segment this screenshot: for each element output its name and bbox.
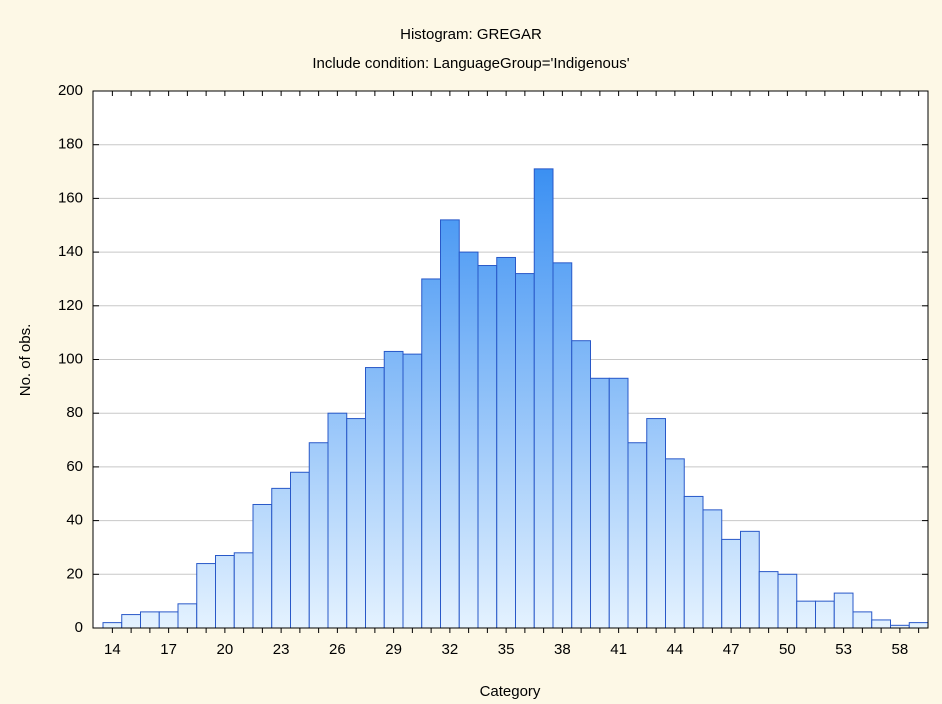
- y-tick-label: 200: [58, 82, 83, 99]
- x-tick-label: 32: [442, 641, 459, 658]
- x-tick-label: 23: [273, 641, 290, 658]
- bar: [833, 592, 854, 629]
- x-tick-label: 35: [498, 641, 515, 658]
- bar: [177, 603, 198, 629]
- bar: [327, 412, 348, 629]
- y-tick-label: 100: [58, 350, 83, 367]
- bar: [702, 509, 723, 629]
- x-tick-label: 44: [667, 641, 684, 658]
- y-tick-label: 40: [66, 512, 83, 529]
- y-axis-label: No. of obs.: [17, 324, 34, 397]
- bar: [815, 600, 835, 629]
- bar: [777, 573, 798, 629]
- bar: [346, 418, 366, 629]
- bar: [646, 418, 666, 629]
- bar: [552, 262, 573, 629]
- bar: [533, 168, 554, 629]
- bar: [440, 219, 460, 629]
- bar: [683, 495, 704, 629]
- bar: [365, 367, 385, 629]
- bar: [665, 458, 685, 629]
- bar: [290, 471, 310, 629]
- bar: [233, 552, 254, 629]
- x-tick-label: 17: [160, 641, 177, 658]
- bar: [590, 377, 610, 629]
- x-tick-label: 14: [104, 641, 121, 658]
- bar: [196, 563, 216, 629]
- bar: [308, 442, 329, 629]
- bar: [721, 538, 741, 629]
- y-tick-label: 20: [66, 565, 83, 582]
- bar: [121, 614, 141, 629]
- bar: [158, 611, 179, 629]
- y-tick-label: 140: [58, 243, 83, 260]
- bar: [421, 278, 441, 629]
- x-tick-label: 26: [329, 641, 346, 658]
- bar: [271, 487, 291, 629]
- bar: [515, 273, 535, 629]
- y-tick-label: 80: [66, 404, 83, 421]
- x-tick-label: 41: [610, 641, 627, 658]
- chart-title: Histogram: GREGAR: [400, 26, 542, 43]
- bar: [458, 251, 479, 629]
- x-tick-label: 47: [723, 641, 740, 658]
- x-tick-label: 53: [835, 641, 852, 658]
- bar: [140, 611, 160, 629]
- bar: [871, 619, 891, 629]
- x-axis-label: Category: [480, 683, 541, 700]
- y-tick-label: 60: [66, 458, 83, 475]
- x-tick-label: 29: [385, 641, 402, 658]
- bar: [758, 571, 779, 629]
- bar: [252, 503, 273, 629]
- bar: [215, 555, 235, 629]
- chart-subtitle: Include condition: LanguageGroup='Indige…: [312, 55, 629, 72]
- bar: [908, 622, 929, 629]
- bar: [627, 442, 648, 629]
- bar: [383, 350, 404, 629]
- bar: [608, 377, 629, 629]
- x-tick-label: 38: [554, 641, 571, 658]
- x-tick-label: 50: [779, 641, 796, 658]
- bar: [796, 600, 816, 629]
- bar: [571, 340, 591, 629]
- y-tick-label: 120: [58, 297, 83, 314]
- bar: [496, 256, 516, 629]
- y-tick-label: 180: [58, 136, 83, 153]
- y-tick-label: 160: [58, 189, 83, 206]
- y-tick-label: 0: [75, 619, 83, 636]
- bar: [402, 353, 423, 629]
- bar: [477, 265, 498, 629]
- x-tick-label: 58: [892, 641, 909, 658]
- bar: [740, 530, 760, 629]
- bar: [102, 622, 123, 629]
- bar: [852, 611, 873, 629]
- x-tick-label: 20: [217, 641, 234, 658]
